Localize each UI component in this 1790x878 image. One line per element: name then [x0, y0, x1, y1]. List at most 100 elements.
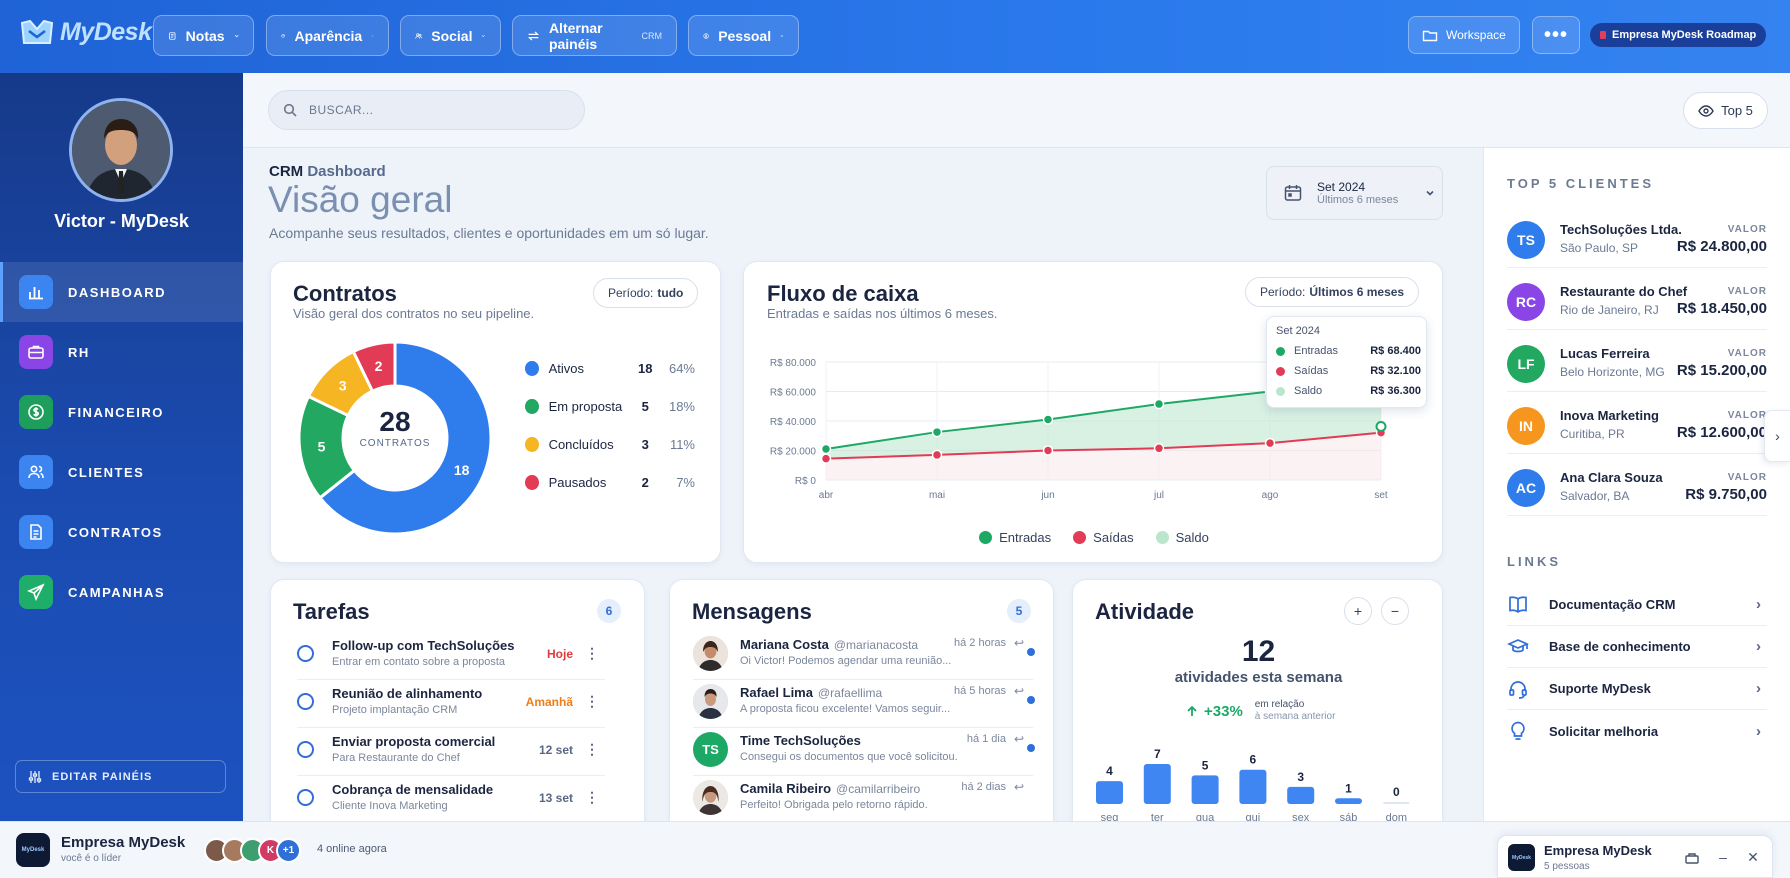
- client-item[interactable]: RC Restaurante do Chef Rio de Janeiro, RJ V…: [1507, 268, 1767, 330]
- folder-icon: [1422, 30, 1438, 42]
- sidebar-item-dashboard[interactable]: DASHBOARD: [0, 262, 243, 322]
- activity-bar[interactable]: [1335, 798, 1362, 804]
- minimize-icon[interactable]: –: [1719, 849, 1727, 865]
- edit-panels-button[interactable]: EDITAR PAINÉIS: [15, 760, 226, 793]
- kebab-menu-icon[interactable]: ⋮: [585, 645, 599, 661]
- legend-dot: [525, 360, 539, 376]
- client-item[interactable]: IN Inova Marketing Curitiba, PR VALOR R$ 12.…: [1507, 392, 1767, 454]
- activity-bar[interactable]: [1191, 775, 1219, 804]
- messages-count-badge: 5: [1007, 599, 1031, 623]
- sidebar-item-clientes[interactable]: CLIENTES: [0, 442, 243, 502]
- task-item[interactable]: Cobrança de mensalidade Cliente Inova Mar…: [297, 776, 605, 824]
- task-item[interactable]: Enviar proposta comercial Para Restaurant…: [297, 728, 605, 776]
- task-item[interactable]: Reunião de alinhamento Projeto implantaçã…: [297, 680, 605, 728]
- legend-item-em-proposta: Em proposta 5 18%: [525, 396, 695, 416]
- breadcrumb-section: CRM: [269, 163, 304, 180]
- client-value: R$ 18.450,00: [1676, 300, 1767, 317]
- kebab-menu-icon[interactable]: ⋮: [585, 693, 599, 709]
- top5-button[interactable]: Top 5: [1683, 92, 1768, 129]
- close-icon[interactable]: ✕: [1747, 848, 1759, 865]
- zoom-out-button[interactable]: −: [1381, 597, 1409, 625]
- chat-settings-icon[interactable]: [1684, 851, 1700, 865]
- company-logo[interactable]: MyDesk: [16, 833, 50, 867]
- data-point[interactable]: [931, 449, 943, 461]
- campanhas-icon-box: [19, 575, 53, 609]
- data-point[interactable]: [1264, 437, 1276, 449]
- chevron-right-icon: ›: [1756, 680, 1761, 697]
- donut-slice-label: 3: [339, 378, 347, 394]
- chat-widget[interactable]: MyDesk Empresa MyDesk 5 pessoas – ✕: [1497, 835, 1773, 878]
- task-checkbox[interactable]: [297, 741, 314, 758]
- sidebar-item-campanhas[interactable]: CAMPANHAS: [0, 562, 243, 622]
- workspace-button[interactable]: Workspace: [1408, 16, 1520, 54]
- reply-icon[interactable]: ↩: [1013, 684, 1024, 698]
- legend-count: 18: [638, 360, 653, 376]
- client-item[interactable]: AC Ana Clara Souza Salvador, BA VALOR R$ 9.7…: [1507, 454, 1767, 516]
- legend-label: Saldo: [1175, 530, 1209, 545]
- reply-icon[interactable]: ↩: [1013, 732, 1024, 746]
- message-item[interactable]: Rafael Lima @rafaellima A proposta ficou …: [693, 680, 1035, 728]
- search-input[interactable]: BUSCAR...: [268, 90, 585, 130]
- nav-social-button[interactable]: Social: [400, 15, 501, 56]
- chevron-down-icon: [371, 34, 374, 37]
- y-tick-label: R$ 20.000: [770, 447, 817, 458]
- more-button[interactable]: •••: [1532, 16, 1580, 54]
- message-item[interactable]: TS Time TechSoluções Consegui os documen…: [693, 728, 1035, 776]
- sidebar-item-contratos[interactable]: CONTRATOS: [0, 502, 243, 562]
- cashflow-title: Fluxo de caixa: [767, 281, 919, 306]
- task-checkbox[interactable]: [297, 789, 314, 806]
- data-point[interactable]: [1042, 414, 1054, 425]
- link-documentacao[interactable]: Documentação CRM ›: [1507, 584, 1767, 626]
- data-point[interactable]: [931, 426, 943, 438]
- date-range-picker[interactable]: Set 2024 Últimos 6 meses: [1266, 166, 1443, 220]
- page-subtitle: Acompanhe seus resultados, clientes e op…: [269, 225, 709, 241]
- message-item[interactable]: Camila Ribeiro @camilarribeiro Perfeito! …: [693, 776, 1033, 824]
- link-base-conhecimento[interactable]: Base de conhecimento ›: [1507, 626, 1767, 668]
- activity-bar[interactable]: [1287, 786, 1315, 804]
- sidebar-item-rh[interactable]: RH: [0, 322, 243, 382]
- data-point[interactable]: [1042, 445, 1054, 456]
- task-item[interactable]: Follow-up com TechSoluções Entrar em cont…: [297, 632, 605, 680]
- reply-icon[interactable]: ↩: [1013, 636, 1024, 650]
- activity-bar[interactable]: [1382, 802, 1410, 804]
- panel-next-button[interactable]: ›: [1764, 410, 1790, 462]
- online-avatars[interactable]: K +1: [204, 838, 301, 863]
- nav-notas-button[interactable]: Notas: [153, 15, 254, 56]
- client-item[interactable]: TS TechSoluções Ltda. São Paulo, SP VALOR R$…: [1507, 206, 1767, 268]
- user-avatar[interactable]: [69, 98, 173, 202]
- kebab-menu-icon[interactable]: ⋮: [585, 741, 599, 757]
- task-checkbox[interactable]: [297, 693, 314, 710]
- legend-saldo[interactable]: Saldo: [1155, 530, 1209, 545]
- donut-slice[interactable]: [317, 340, 493, 536]
- message-item[interactable]: Mariana Costa @marianacosta Oi Victor! Po…: [693, 632, 1035, 680]
- nav-pessoal-button[interactable]: Pessoal: [688, 15, 799, 56]
- zoom-in-button[interactable]: +: [1344, 597, 1372, 625]
- cashflow-period-pill[interactable]: Período: Últimos 6 meses: [1245, 277, 1420, 307]
- donut-slice[interactable]: [351, 340, 397, 394]
- saldo-point[interactable]: [1375, 420, 1387, 432]
- client-value: R$ 15.200,00: [1676, 362, 1767, 379]
- link-suporte[interactable]: Suporte MyDesk ›: [1507, 668, 1767, 710]
- task-checkbox[interactable]: [297, 645, 314, 662]
- nav-aparencia-button[interactable]: Aparência: [266, 15, 389, 56]
- client-item[interactable]: LF Lucas Ferreira Belo Horizonte, MG VALOR R…: [1507, 330, 1767, 392]
- data-point[interactable]: [820, 443, 832, 455]
- activity-bar[interactable]: [1239, 769, 1267, 804]
- reply-icon[interactable]: ↩: [1013, 780, 1024, 794]
- sidebar-item-financeiro[interactable]: FINANCEIRO: [0, 382, 243, 442]
- activity-bar[interactable]: [1096, 781, 1123, 804]
- legend-entradas[interactable]: Entradas: [979, 530, 1051, 545]
- data-point[interactable]: [820, 453, 832, 464]
- app-logo[interactable]: MyDesk: [20, 18, 152, 47]
- activity-bar[interactable]: [1143, 764, 1171, 804]
- contracts-period-pill[interactable]: Período: tudo: [593, 278, 699, 308]
- legend-saidas[interactable]: Saídas: [1073, 530, 1134, 545]
- data-point[interactable]: [1153, 398, 1165, 410]
- link-melhoria[interactable]: Solicitar melhoria ›: [1507, 710, 1767, 752]
- data-point[interactable]: [1153, 443, 1165, 454]
- x-tick-label: ago: [1262, 490, 1279, 501]
- roadmap-badge[interactable]: Empresa MyDesk Roadmap: [1590, 23, 1767, 47]
- avatar: [693, 636, 728, 671]
- nav-alternar-paineis-button[interactable]: Alternar painéis CRM: [512, 15, 677, 56]
- kebab-menu-icon[interactable]: ⋮: [585, 789, 599, 805]
